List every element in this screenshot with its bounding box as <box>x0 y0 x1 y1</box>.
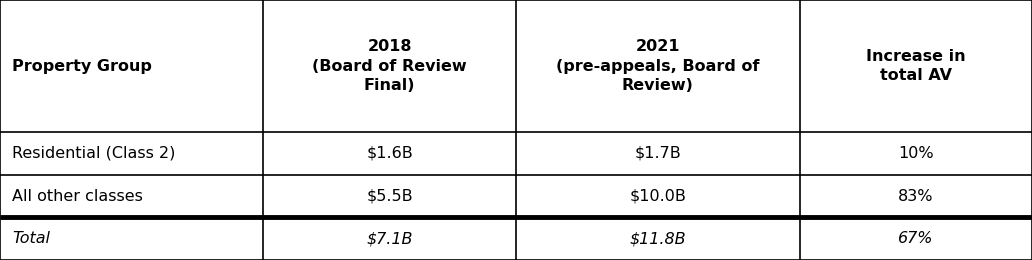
Text: $1.7B: $1.7B <box>635 146 681 161</box>
Text: 2021
(pre-appeals, Board of
Review): 2021 (pre-appeals, Board of Review) <box>556 39 760 93</box>
Text: 10%: 10% <box>898 146 934 161</box>
Text: $5.5B: $5.5B <box>366 188 413 204</box>
Text: Residential (Class 2): Residential (Class 2) <box>12 146 175 161</box>
Text: $11.8B: $11.8B <box>630 231 686 246</box>
Text: Total: Total <box>12 231 51 246</box>
Text: $10.0B: $10.0B <box>630 188 686 204</box>
Text: 83%: 83% <box>898 188 934 204</box>
Text: $7.1B: $7.1B <box>366 231 413 246</box>
Text: 2018
(Board of Review
Final): 2018 (Board of Review Final) <box>313 39 466 93</box>
Text: Increase in
total AV: Increase in total AV <box>866 49 966 83</box>
Text: $1.6B: $1.6B <box>366 146 413 161</box>
Text: All other classes: All other classes <box>12 188 143 204</box>
Text: Property Group: Property Group <box>12 58 153 74</box>
Text: 67%: 67% <box>898 231 934 246</box>
